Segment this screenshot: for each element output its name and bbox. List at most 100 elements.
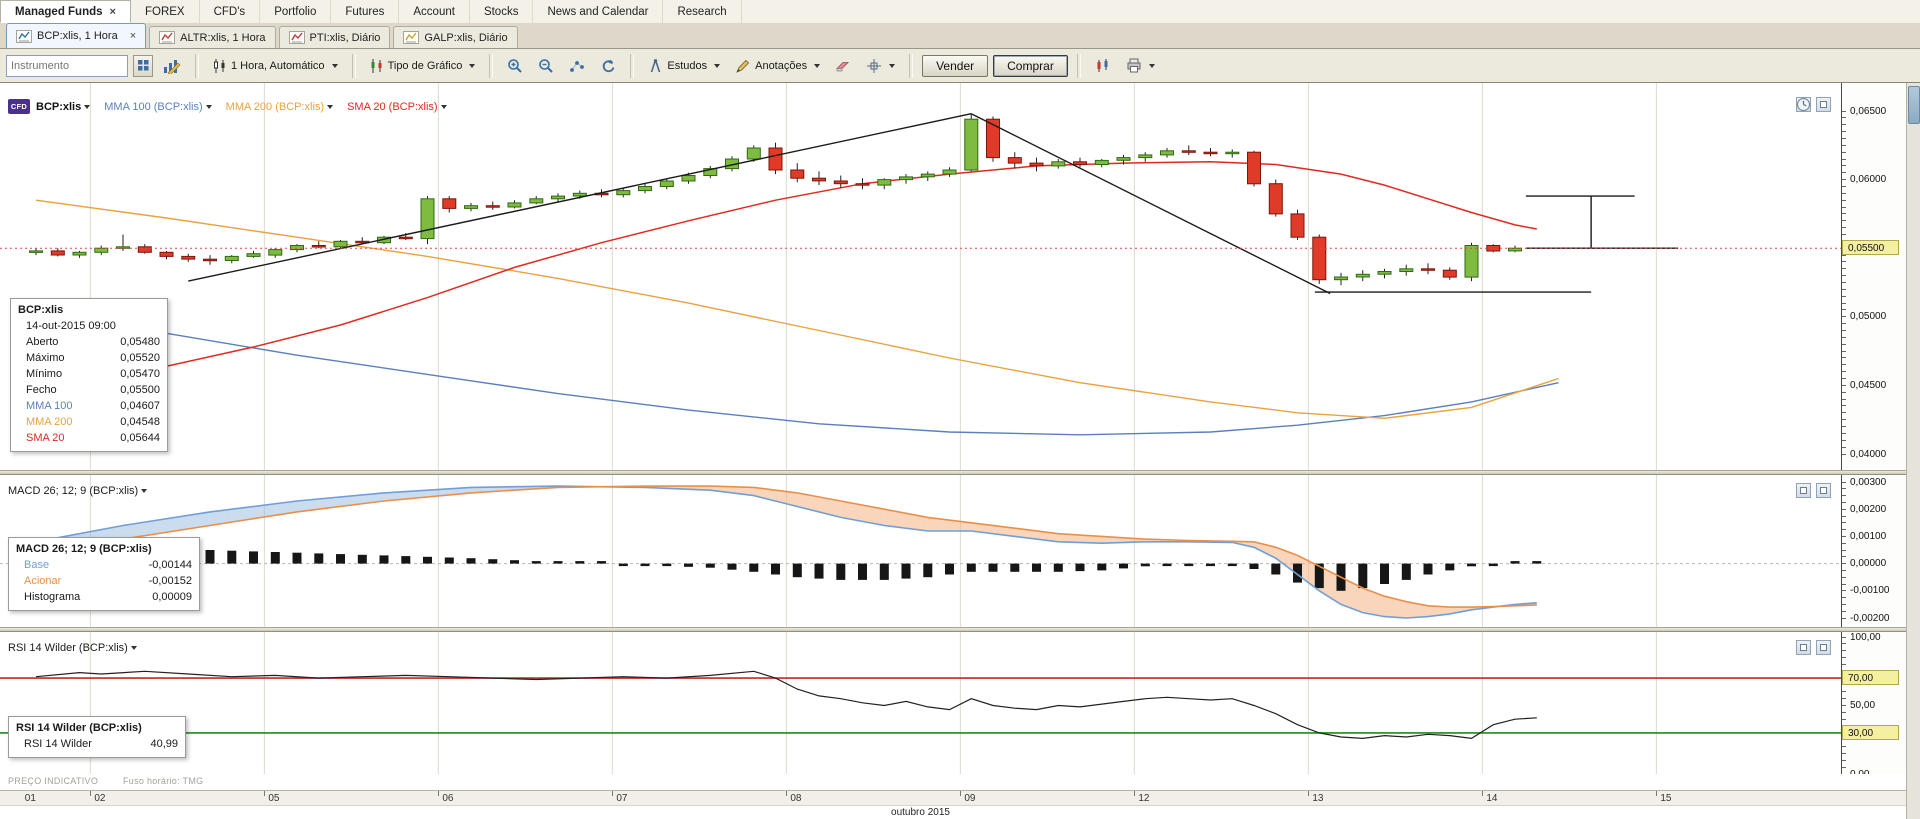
axis-tick (1842, 590, 1846, 592)
rsi-chart-svg[interactable] (0, 632, 1841, 774)
symbol-dropdown[interactable]: CFD BCP:xlis (8, 99, 91, 114)
zoom-out-button[interactable] (533, 54, 559, 78)
app-tab-forex[interactable]: FOREX (131, 0, 200, 23)
zoom-in-button[interactable] (502, 54, 528, 78)
time-axis[interactable]: 01 02 05 06 07 08 09 12 13 14 15 (0, 790, 1906, 806)
mma100-legend-dropdown[interactable]: MMA 100 (BCP:xlis) (104, 100, 212, 113)
time-axis-tick (786, 791, 788, 796)
buy-button[interactable]: Comprar (993, 54, 1068, 77)
app-tab-futures[interactable]: Futures (331, 0, 400, 23)
scrollbar-thumb[interactable] (1908, 86, 1920, 124)
close-icon[interactable] (110, 7, 116, 17)
grid-icon (137, 60, 148, 71)
axis-tick (1842, 650, 1846, 652)
axis-tick (1842, 522, 1846, 524)
trade-chart-button[interactable] (1090, 54, 1116, 78)
mini-chart-icon (403, 31, 420, 44)
interval-dropdown[interactable]: 1 Hora, Automático (208, 54, 343, 78)
axis-tick (1842, 220, 1846, 222)
restore-icon[interactable] (1796, 483, 1811, 498)
axis-tick (1842, 371, 1846, 373)
chart-tab-bcp[interactable]: BCP:xlis, 1 Hora (6, 23, 147, 48)
app-tab-stocks[interactable]: Stocks (470, 0, 534, 23)
app-tab-managed-funds[interactable]: Managed Funds (0, 0, 131, 23)
instrument-input[interactable] (6, 54, 128, 77)
axis-tick (1842, 261, 1846, 263)
tooltip-datetime: 14-out-2015 09:00 (26, 320, 116, 332)
close-panel-icon[interactable] (1816, 97, 1831, 112)
time-axis-tick (612, 791, 614, 796)
axis-tick (1842, 576, 1846, 578)
rsi-line (35, 670, 1537, 740)
chart-toolbar: 1 Hora, Automático Tipo de Gráfico Estud… (0, 49, 1920, 83)
toolbar-separator (489, 53, 494, 78)
axis-tick (1842, 643, 1846, 645)
axis-label: -0,00100 (1850, 585, 1890, 597)
macd-base-line (35, 485, 1537, 619)
mma200-legend-dropdown[interactable]: MMA 200 (BCP:xlis) (225, 100, 334, 113)
axis-label: 0,00000 (1850, 558, 1887, 570)
chart-tab-galp[interactable]: GALP:xlis, Diário (393, 26, 518, 48)
axis-tick (1842, 357, 1846, 359)
app-tab-portfolio[interactable]: Portfolio (260, 0, 332, 23)
eraser-button[interactable] (830, 54, 856, 78)
app-tab-research[interactable]: Research (663, 0, 742, 23)
crosshair-icon (867, 58, 882, 73)
instrument-lookup-button[interactable] (133, 54, 153, 77)
price-chart-panel[interactable]: CFD BCP:xlis MMA 100 (BCP:xlis) MMA 200 … (0, 83, 1841, 470)
mma200-line (35, 199, 1559, 420)
axis-tick (1842, 282, 1846, 283)
print-dropdown[interactable] (1121, 54, 1160, 77)
annotations-dropdown[interactable]: Anotações (730, 54, 825, 78)
chart-tab-altr[interactable]: ALTR:xlis, 1 Hora (149, 26, 276, 48)
rsi-legend-dropdown[interactable]: RSI 14 Wilder (BCP:xlis) (8, 642, 137, 654)
price-axis[interactable]: 0,06500 0,06000 0,05500 0,05000 0,04500 0,040… (1841, 83, 1906, 470)
vertical-scrollbar[interactable] (1906, 83, 1920, 819)
axis-tick (1842, 691, 1846, 693)
close-panel-icon[interactable] (1816, 640, 1831, 655)
axis-tick (1842, 752, 1846, 754)
x-axis-day-label: 01 (24, 793, 36, 804)
data-points-button[interactable] (564, 54, 590, 78)
close-panel-icon[interactable] (1816, 483, 1831, 498)
macd-panel[interactable]: MACD 26; 12; 9 (BCP:xlis) MACD 26; 12; 9… (0, 475, 1841, 627)
axis-tick (1842, 302, 1846, 304)
price-chart-svg[interactable] (0, 83, 1841, 470)
sell-button[interactable]: Vender (922, 54, 989, 77)
restore-icon[interactable] (1796, 640, 1811, 655)
macd-axis[interactable]: 0,00300 0,00200 0,00100 0,00000 -0,00100 -0,0… (1841, 475, 1906, 627)
mma200-label: MMA 200 (BCP:xlis) (225, 100, 325, 113)
sma20-legend-dropdown[interactable]: SMA 20 (BCP:xlis) (347, 101, 447, 113)
chart-template-button[interactable] (158, 54, 186, 78)
chart-pencil-icon (164, 59, 181, 74)
rsi-panel[interactable]: RSI 14 Wilder (BCP:xlis) RSI 14 Wilder (… (0, 632, 1841, 774)
tooltip-row: Fecho 0,05500 (26, 384, 160, 396)
app-tab-cfds[interactable]: CFD's (200, 0, 261, 23)
app-tab-news-calendar[interactable]: News and Calendar (533, 0, 664, 23)
crosshair-dropdown[interactable] (861, 54, 900, 78)
clock-icon[interactable] (1796, 97, 1811, 112)
axis-tick (1842, 563, 1846, 565)
axis-tick (1842, 759, 1846, 761)
chart-type-dropdown[interactable]: Tipo de Gráfico (365, 54, 481, 78)
app-tab-account[interactable]: Account (399, 0, 470, 23)
chevron-down-icon (1148, 63, 1155, 68)
macd-chart-svg[interactable] (0, 475, 1841, 627)
studies-dropdown[interactable]: Estudos (643, 54, 725, 78)
panel-splitter[interactable] (0, 470, 1906, 475)
chevron-down-icon (714, 63, 721, 68)
close-icon[interactable] (130, 31, 136, 41)
app-tab-bar: Managed Funds FOREX CFD's Portfolio Futu… (0, 0, 1920, 24)
undo-button[interactable] (595, 54, 621, 78)
panel-splitter[interactable] (0, 627, 1906, 632)
mma100-label: MMA 100 (BCP:xlis) (104, 100, 203, 113)
axis-tick (1842, 350, 1846, 352)
axis-tick (1842, 501, 1846, 503)
chart-tab-label: GALP:xlis, Diário (424, 31, 508, 44)
x-axis-day-label: 15 (1660, 793, 1672, 804)
axis-label: -0,00200 (1850, 612, 1890, 624)
toolbar-separator (909, 53, 914, 78)
chart-tab-pti[interactable]: PTI:xlis, Diário (278, 26, 391, 48)
macd-legend-dropdown[interactable]: MACD 26; 12; 9 (BCP:xlis) (8, 485, 148, 497)
